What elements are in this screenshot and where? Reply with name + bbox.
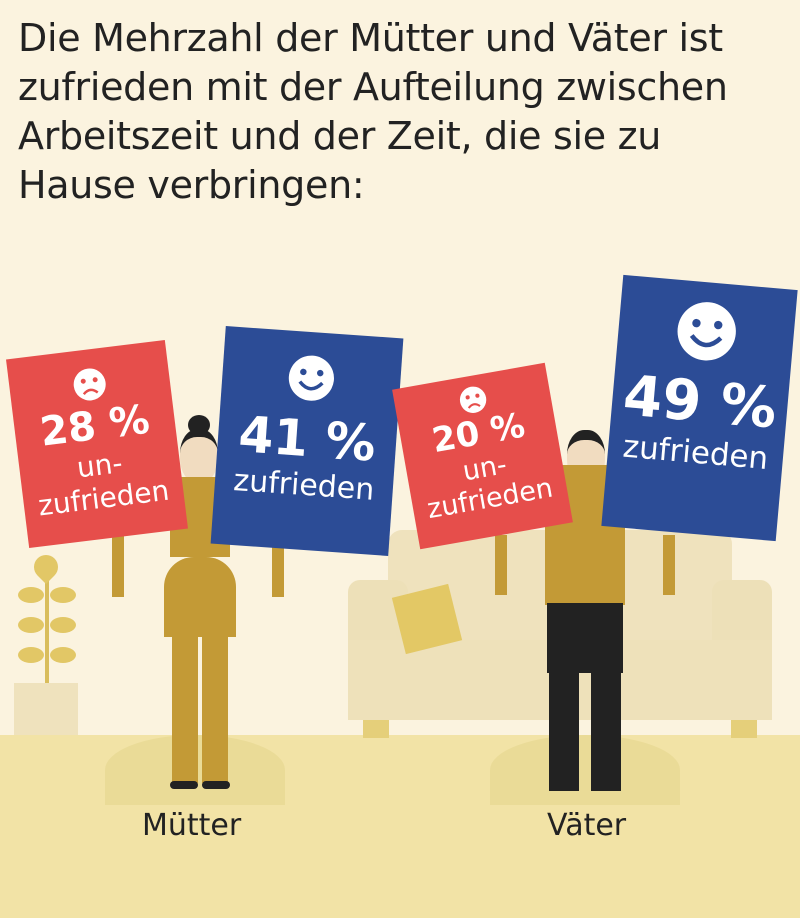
plant-illustration — [12, 550, 82, 735]
mothers-label: Mütter — [142, 808, 242, 843]
mother-figure — [100, 415, 300, 795]
mothers-happy-sign: 41 % zufrieden — [210, 326, 404, 556]
mothers-unhappy-sign: 28 % un- zufrieden — [6, 339, 188, 549]
sad-face-icon — [459, 386, 486, 414]
fathers-unhappy-sign: 20 % un- zufrieden — [392, 362, 573, 550]
page-title: Die Mehrzahl der Mütter und Väter ist zu… — [18, 16, 728, 207]
father-figure — [485, 425, 695, 795]
sad-face-icon — [73, 368, 106, 401]
fathers-happy-sign: 49 % zufrieden — [601, 274, 798, 542]
smiley-face-icon — [677, 302, 736, 361]
floor-shadow — [490, 735, 680, 805]
smiley-face-icon — [288, 355, 334, 401]
fathers-label: Väter — [547, 808, 627, 843]
